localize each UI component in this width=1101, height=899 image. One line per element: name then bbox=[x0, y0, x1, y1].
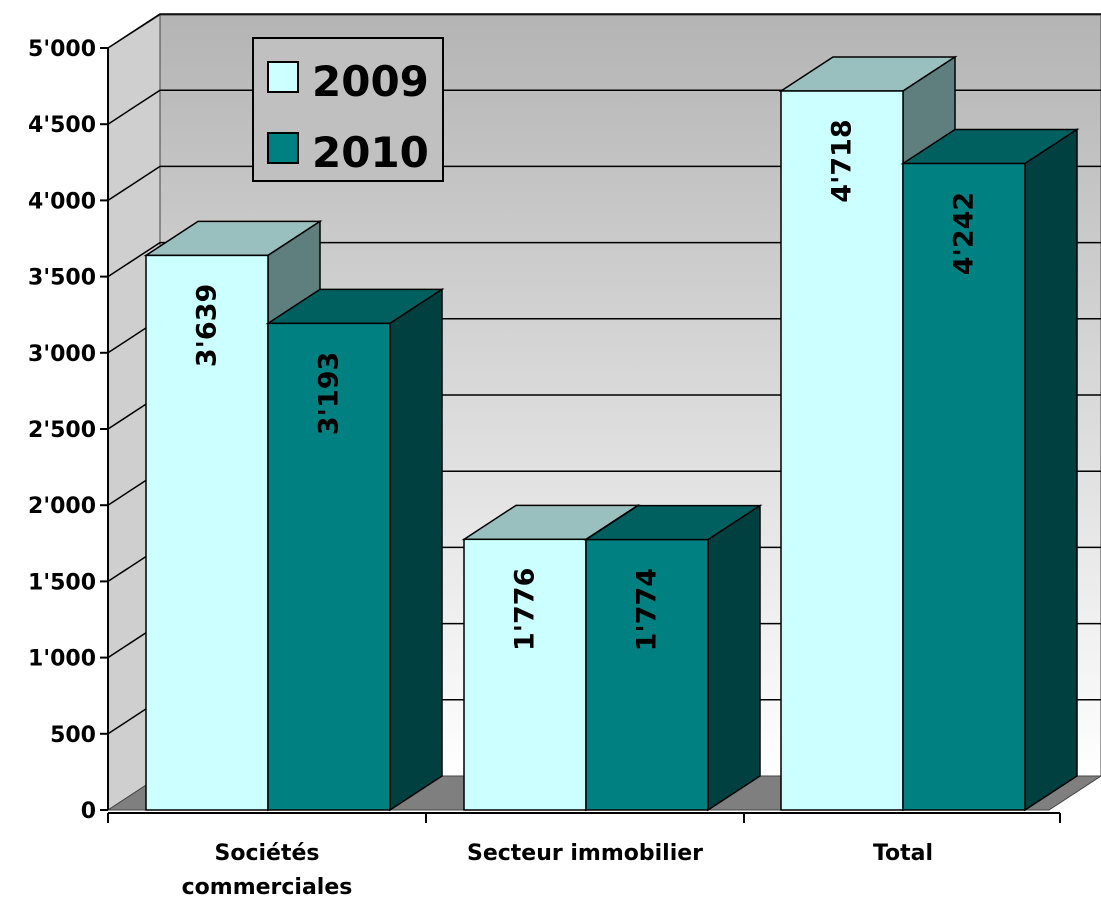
bar-2009 bbox=[463, 538, 587, 811]
x-category-label: Secteur immobilier bbox=[467, 841, 703, 866]
y-tick-label: 0 bbox=[81, 799, 96, 824]
y-tick-label: 2'500 bbox=[28, 418, 96, 443]
x-category-label: Total bbox=[873, 841, 933, 866]
y-tick-label: 4'000 bbox=[28, 189, 96, 214]
data-label: 1'774 bbox=[632, 568, 663, 651]
y-tick-label: 500 bbox=[50, 723, 96, 748]
gridline bbox=[107, 13, 1101, 49]
bar-2009 bbox=[145, 254, 269, 811]
legend-label-2010: 2010 bbox=[312, 128, 429, 177]
y-tick-label: 2'000 bbox=[28, 494, 96, 519]
data-label: 1'776 bbox=[510, 568, 541, 651]
y-tick-label: 1'500 bbox=[28, 570, 96, 595]
bar-2010 bbox=[585, 538, 709, 811]
bar-2010 bbox=[902, 162, 1026, 811]
bar-side bbox=[1024, 128, 1078, 812]
y-tick-label: 3'000 bbox=[28, 342, 96, 367]
legend-swatch-2010 bbox=[267, 132, 299, 164]
x-category-label: commerciales bbox=[182, 875, 353, 899]
bar-2009 bbox=[780, 90, 904, 811]
x-category-label: Sociétés bbox=[215, 841, 320, 866]
data-label: 3'639 bbox=[192, 284, 223, 367]
data-label: 4'718 bbox=[827, 119, 858, 202]
data-label: 3'193 bbox=[314, 352, 345, 435]
y-axis: 0 500 1'000 1'500 2'000 2'500 3'000 3'500 4'000 4… bbox=[28, 37, 109, 824]
bar-side bbox=[389, 288, 443, 812]
x-axis: Sociétés commerciales Secteur immobilier To… bbox=[107, 812, 1061, 899]
data-label: 4'242 bbox=[949, 192, 980, 275]
legend-label-2009: 2009 bbox=[312, 57, 429, 106]
y-tick-label: 5'000 bbox=[28, 37, 96, 62]
bar-side bbox=[707, 504, 761, 812]
y-tick-label: 1'000 bbox=[28, 647, 96, 672]
y-tick-label: 3'500 bbox=[28, 266, 96, 291]
y-tick-label: 4'500 bbox=[28, 113, 96, 138]
legend-swatch-2009 bbox=[267, 61, 299, 93]
legend: 2009 2010 bbox=[252, 37, 444, 182]
bars: 3'639 3'193 1'776 1'774 4'718 4'242 bbox=[143, 55, 1080, 812]
bar-2010 bbox=[267, 322, 391, 811]
